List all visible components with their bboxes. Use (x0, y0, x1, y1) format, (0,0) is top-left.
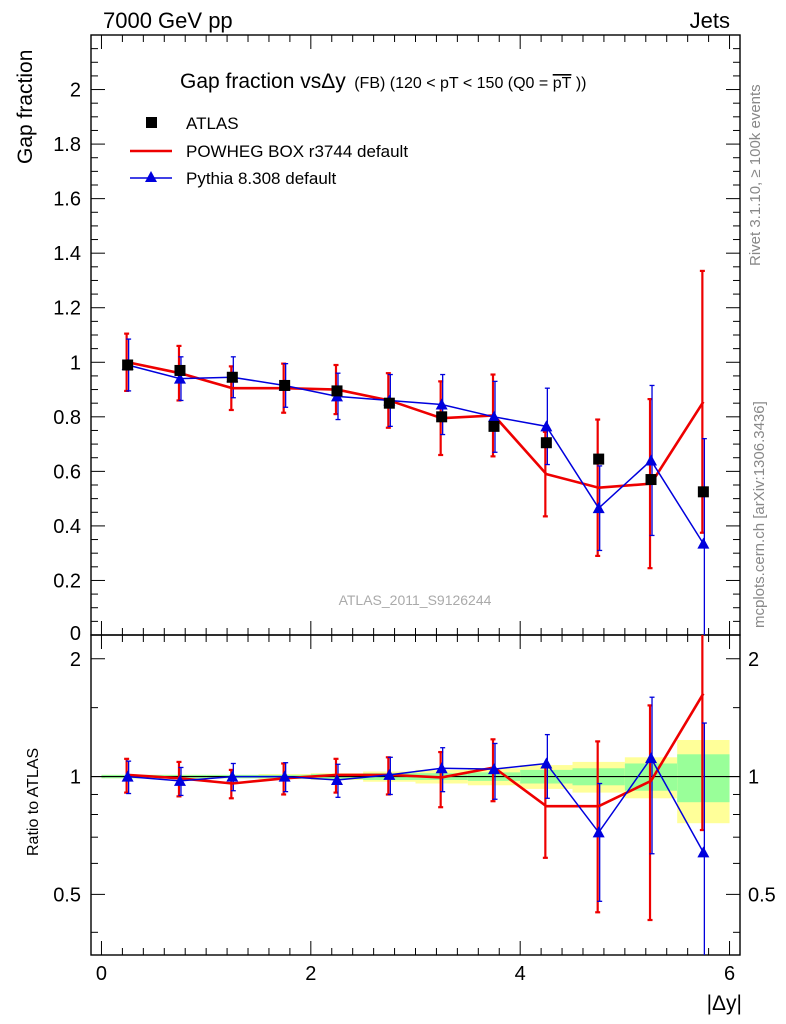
pythia-point (592, 502, 605, 514)
pythia-line (127, 364, 704, 545)
pythia-point (540, 420, 553, 432)
pythia-point (488, 410, 501, 422)
axis-ticks: 0 2 4 6 0.2 0.4 0.6 0.8 1 1.2 1.4 1.6 1.8 2 0 0.5 0.5 1 1 2… (53, 35, 776, 985)
y-tick-label: 1 (748, 767, 759, 789)
legend: ATLAS POWHEG BOX r3744 default Pythia 8.… (130, 114, 408, 188)
y-tick-label: 2 (70, 80, 81, 102)
y-tick-label: 1.2 (53, 298, 81, 320)
y-tick-label: 0.5 (53, 884, 81, 906)
ratio-pythia-point (645, 752, 658, 764)
y-tick-label: 0 (70, 623, 81, 645)
atlas-point (488, 420, 500, 432)
y-tick-label: 1 (70, 352, 81, 374)
legend-pythia-label: Pythia 8.308 default (186, 169, 337, 188)
x-tick-label: 2 (305, 963, 316, 985)
y-tick-label: 1 (70, 767, 81, 789)
ratio-pythia-point (121, 770, 134, 782)
atlas-point (436, 411, 448, 423)
ratio-pythia-point (173, 774, 186, 786)
header-right: Jets (690, 8, 730, 33)
pythia-point (435, 398, 448, 410)
y-tick-label: 0.4 (53, 516, 81, 538)
ratio-pythia-point (330, 773, 343, 785)
title-overline-pt: pT (553, 75, 572, 92)
y-tick-label: 1.8 (53, 134, 81, 156)
legend-atlas-label: ATLAS (186, 114, 239, 133)
mcplots-label: mcplots.cern.ch [arXiv:1306.3436] (751, 401, 768, 628)
legend-powheg-label: POWHEG BOX r3744 default (186, 142, 408, 161)
pythia-point (645, 454, 658, 466)
ratio-pythia-point (488, 763, 501, 775)
atlas-point (697, 486, 709, 498)
atlas-point (593, 453, 605, 465)
ratio-pythia-point (226, 770, 239, 782)
ratio-pythia-line (127, 756, 705, 853)
x-tick-label: 4 (515, 963, 526, 985)
ratio-pythia-point (592, 826, 605, 838)
pythia-point (173, 372, 186, 384)
top-panel-data (121, 269, 710, 635)
atlas-point (174, 364, 186, 376)
x-axis-label: |Δy| (707, 992, 742, 1015)
x-tick-label: 6 (724, 963, 735, 985)
y-tick-label: 0.2 (53, 570, 81, 592)
atlas-point (279, 379, 291, 391)
legend-atlas-marker (146, 117, 157, 128)
plot-title: Gap fraction vsΔy (FB) (120 < pT < 150 (… (180, 70, 586, 93)
ratio-pythia-point (697, 846, 710, 858)
y-tick-label: 0.8 (53, 407, 81, 429)
y-tick-label: 0.5 (748, 884, 776, 906)
ratio-pythia-point (540, 757, 553, 769)
analysis-watermark: ATLAS_2011_S9126244 (339, 592, 492, 608)
ratio-pythia-point (278, 770, 291, 782)
rivet-label: Rivet 3.1.10, ≥ 100k events (747, 84, 764, 266)
header-left: 7000 GeV pp (103, 8, 233, 33)
powheg-line (127, 361, 705, 490)
y-tick-label: 0.6 (53, 461, 81, 483)
atlas-point (331, 385, 343, 397)
y-axis-label-top: Gap fraction (14, 50, 37, 164)
ratio-pythia-point (435, 762, 448, 774)
y-tick-label: 2 (70, 649, 81, 671)
x-tick-label: 0 (96, 963, 107, 985)
ratio-powheg-line (127, 692, 705, 808)
atlas-point (645, 474, 657, 486)
y-tick-label: 1.4 (53, 243, 81, 265)
atlas-point (122, 359, 134, 371)
legend-pythia-marker (145, 171, 157, 182)
ratio-pythia-point (383, 768, 396, 780)
y-tick-label: 1.6 (53, 189, 81, 211)
y-axis-label-bottom: Ratio to ATLAS (25, 748, 42, 856)
pythia-point (697, 537, 710, 549)
atlas-point (540, 437, 552, 449)
atlas-point (383, 397, 395, 409)
atlas-point (226, 371, 238, 383)
ratio-panel-data (121, 635, 710, 955)
y-tick-label: 2 (748, 649, 759, 671)
